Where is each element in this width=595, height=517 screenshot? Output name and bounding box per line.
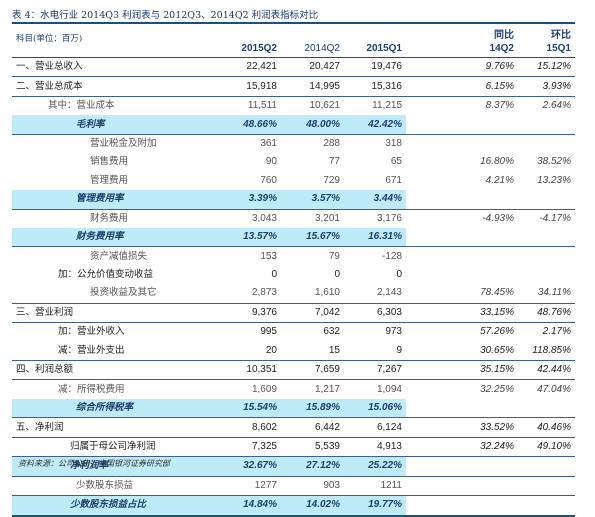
table-row-highlight: 综合所得税率 15.54% 15.89% 15.06%: [12, 398, 575, 419]
table-row: 一、营业总收入 22,421 20,427 19,476 9.76% 15.12%: [12, 57, 575, 78]
header-2014q2: 2014Q2: [281, 22, 344, 58]
table-row: 销售费用 90 77 65 16.80% 38.52%: [90, 156, 571, 168]
table-row-highlight: 管理费用率 3.39% 3.57% 3.44%: [12, 190, 575, 210]
table-row-highlight: 少数股东损益占比 14.84% 14.02% 19.77%: [12, 495, 575, 517]
report-page: 表 4：水电行业 2014Q3 利润表与 2012Q3、2014Q2 利润表指标…: [12, 10, 575, 517]
table-row: 其中：营业成本 11,511 10,621 11,215 8.37% 2.64%: [48, 100, 571, 112]
table-row: 减：所得税费用 1,609 1,217 1,094 32.25% 47.04%: [58, 383, 571, 395]
table-row: 管理费用 760 729 671 4.21% 13.23%: [90, 174, 571, 186]
table-row: 少数股东损益 1277 903 1211: [12, 476, 575, 497]
header-qoq: 环比 15Q1: [518, 22, 575, 58]
table-row: 营业税金及附加 361 288 318: [90, 137, 402, 149]
table-row: 资产减值损失 153 79 -128: [90, 250, 402, 262]
table-row: 五、净利润 8,602 6,442 6,124 33.52% 40.46%: [12, 417, 575, 438]
table-row: 归属于母公司净利润 7,325 5,539 4,913 32.24% 49.10%: [12, 437, 575, 458]
table-row: 三、营业利润 9,376 7,042 6,303 33.15% 48.76%: [12, 303, 575, 324]
table-caption: 表 4：水电行业 2014Q3 利润表与 2012Q3、2014Q2 利润表指标…: [12, 10, 319, 21]
header-2015q2: 2015Q2: [198, 22, 281, 58]
income-statement-table: 科目(单位：百万) 2015Q2 2014Q2 2015Q1 同比 14Q2 环比…: [12, 22, 575, 517]
header-yoy: 同比 14Q2: [461, 22, 518, 58]
table-row: 减：营业外支出 20 15 9 30.65% 118.85%: [12, 341, 575, 361]
source-note: 资料来源：公司公告，中国银河证券研究部: [18, 459, 170, 468]
header-2015q1: 2015Q1: [344, 22, 406, 58]
header-unit-label: 科目(单位：百万): [12, 22, 198, 58]
table-row: 财务费用 3,043 3,201 3,176 -4.93% -4.17%: [90, 212, 571, 224]
table-header-row: 科目(单位：百万) 2015Q2 2014Q2 2015Q1 同比 14Q2 环比…: [12, 22, 575, 58]
table-row: 投资收益及其它 2,873 1,610 2,143 78.45% 34.11%: [12, 284, 575, 304]
table-row: 二、营业总成本 15,918 14,995 15,316 6.15% 3.93%: [12, 76, 575, 97]
table-row: 四、利润总额 10,351 7,659 7,267 35.15% 42.44%: [12, 360, 575, 381]
table-row-highlight: 财务费用率 13.57% 15.67% 16.31%: [12, 227, 575, 248]
table-row-highlight: 毛利率 48.66% 48.00% 42.42%: [12, 115, 575, 135]
table-row: 加：营业外收入 995 632 973 57.26% 2.17%: [58, 326, 571, 338]
